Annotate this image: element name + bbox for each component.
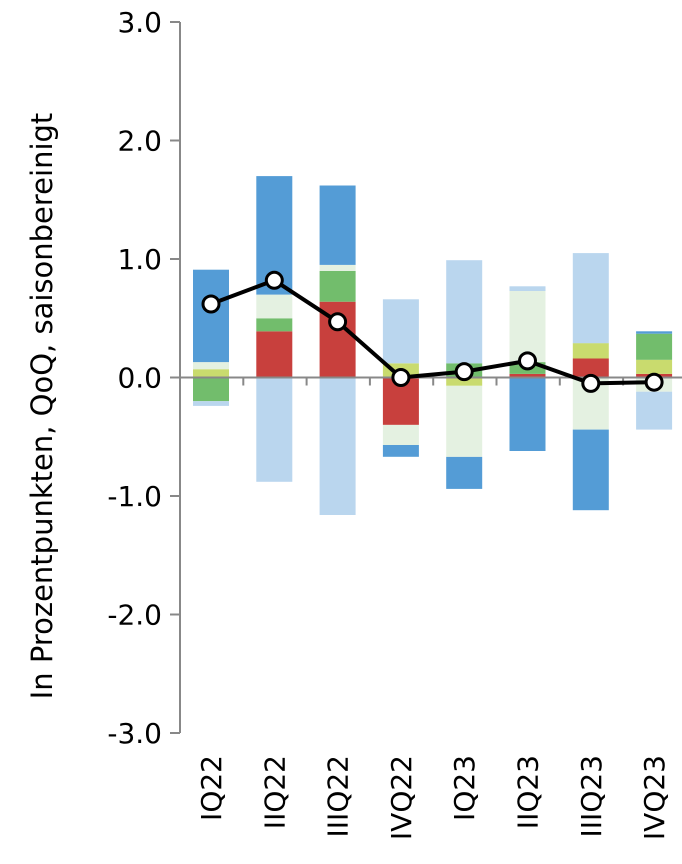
x-tick-label: IIQ23 xyxy=(512,755,545,829)
y-tick-label: 3.0 xyxy=(117,6,162,39)
bar-segment-IQ22-s6 xyxy=(193,401,229,406)
y-tick-label: 0.0 xyxy=(117,362,162,395)
bar-segment-IIIQ22-s5 xyxy=(319,185,356,265)
x-tick-label: IVQ23 xyxy=(638,755,671,840)
y-tick-label: 2.0 xyxy=(117,125,162,158)
bar-segment-IQ23-s4 xyxy=(446,385,483,457)
bar-segment-IQ23-s5 xyxy=(446,456,483,489)
axes-layer xyxy=(170,21,682,734)
bar-segment-IVQ23-s3 xyxy=(636,333,673,360)
bars-layer xyxy=(193,176,673,515)
bar-segment-IIQ23-s4 xyxy=(509,291,546,363)
line-point-IVQ23 xyxy=(644,372,664,392)
line-point-IIQ22 xyxy=(264,270,284,290)
bar-segment-IIIQ23-s6 xyxy=(572,253,609,344)
labels-layer: In Prozentpunkten, QoQ, saisonbereinigt … xyxy=(25,6,671,840)
bar-segment-IIQ23-s6 xyxy=(509,286,546,291)
x-tick-label: IQ23 xyxy=(448,755,481,821)
line-point-IIIQ22 xyxy=(328,312,348,332)
x-tick-label: IIIQ23 xyxy=(575,755,608,837)
bar-segment-IIIQ22-s3 xyxy=(319,270,356,302)
y-tick-label: 1.0 xyxy=(117,243,162,276)
line-point-IQ23 xyxy=(454,362,474,382)
bar-segment-IIQ22-s4 xyxy=(256,294,293,319)
y-tick-label: -1.0 xyxy=(107,480,162,513)
bar-segment-IIQ23-s1 xyxy=(509,373,546,378)
bar-segment-IIQ22-s3 xyxy=(256,318,293,332)
bar-segment-IQ22-s5 xyxy=(193,269,229,363)
line-series xyxy=(210,278,655,386)
x-tick-label: IIQ22 xyxy=(258,755,291,829)
line-point-IIIQ23 xyxy=(581,373,601,393)
bar-segment-IIIQ22-s4 xyxy=(319,264,356,271)
bar-segment-IVQ22-s4 xyxy=(382,424,419,445)
line-point-IQ22 xyxy=(201,294,221,314)
bar-segment-IVQ23-s2 xyxy=(636,359,673,374)
bar-segment-IVQ23-s5 xyxy=(636,331,673,334)
y-tick-label: -2.0 xyxy=(107,599,162,632)
bar-segment-IVQ22-s5 xyxy=(382,445,419,457)
bar-segment-IVQ22-s6 xyxy=(382,299,419,364)
x-tick-label: IVQ22 xyxy=(385,755,418,840)
bar-segment-IQ22-s2 xyxy=(193,369,229,378)
x-tick-label: IIIQ22 xyxy=(322,755,355,837)
y-tick-label: -3.0 xyxy=(107,717,162,750)
bar-segment-IIIQ22-s6 xyxy=(319,377,356,515)
bar-segment-IQ22-s4 xyxy=(193,362,229,370)
y-axis-title: In Prozentpunkten, QoQ, saisonbereinigt xyxy=(25,113,59,700)
bar-segment-IIIQ23-s5 xyxy=(572,429,609,511)
bar-segment-IVQ23-s6 xyxy=(636,391,673,430)
line-point-IIQ23 xyxy=(518,351,537,371)
bar-segment-IQ23-s6 xyxy=(446,260,483,364)
bar-segment-IIQ22-s6 xyxy=(256,377,293,482)
bar-segment-IQ23-s2 xyxy=(446,377,483,386)
bar-segment-IIIQ23-s1 xyxy=(572,358,609,378)
bar-segment-IQ22-s3 xyxy=(193,377,229,402)
line-point-IVQ22 xyxy=(391,368,411,387)
bar-segment-IIQ22-s1 xyxy=(256,331,293,378)
bar-segment-IIQ23-s5 xyxy=(509,377,546,451)
bar-segment-IIIQ23-s2 xyxy=(572,343,609,359)
x-tick-label: IQ22 xyxy=(195,755,228,821)
line-layer xyxy=(201,270,664,393)
